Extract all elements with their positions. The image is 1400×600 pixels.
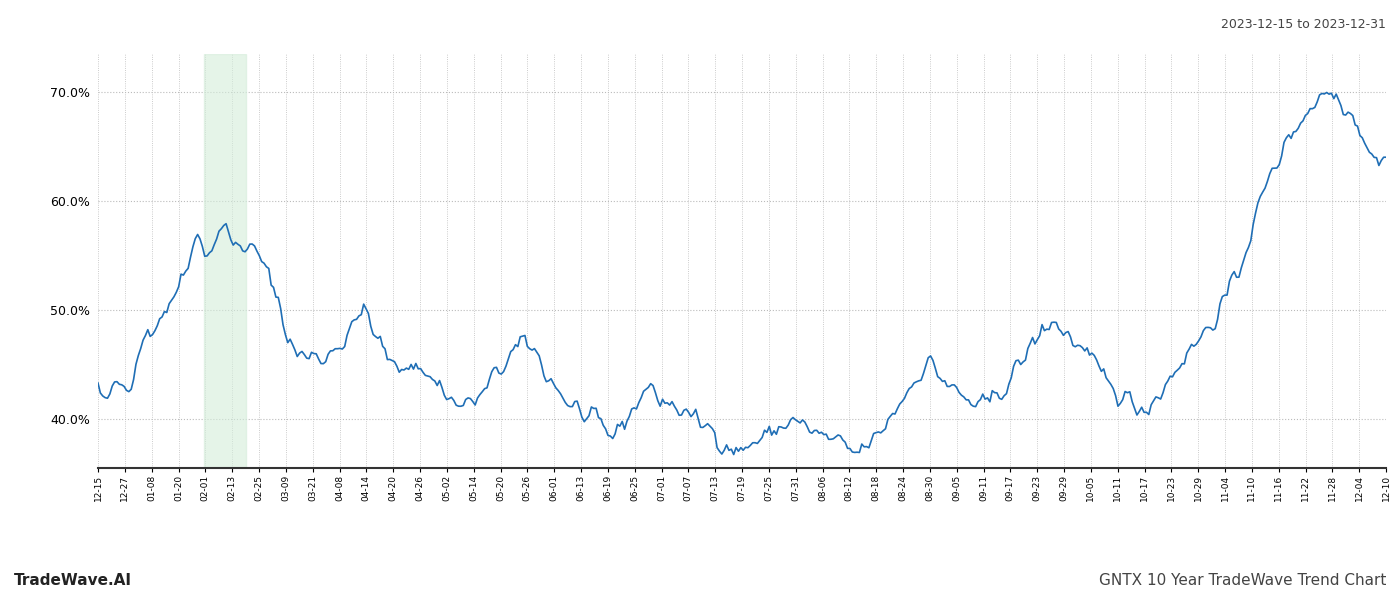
Bar [204,54,246,468]
Text: TradeWave.AI: TradeWave.AI [14,573,132,588]
Text: 2023-12-15 to 2023-12-31: 2023-12-15 to 2023-12-31 [1221,18,1386,31]
Text: GNTX 10 Year TradeWave Trend Chart: GNTX 10 Year TradeWave Trend Chart [1099,573,1386,588]
